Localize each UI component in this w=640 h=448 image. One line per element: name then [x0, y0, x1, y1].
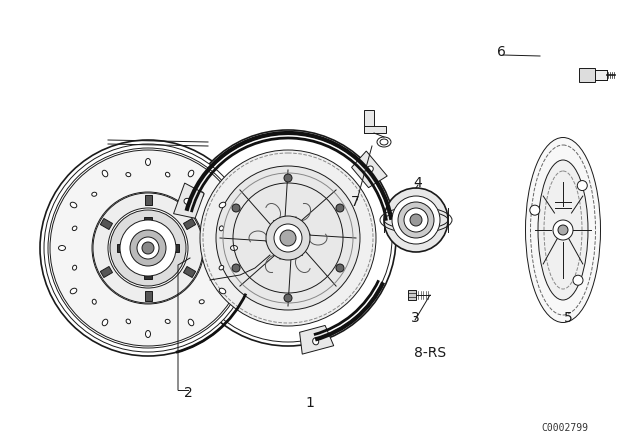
Ellipse shape	[525, 138, 600, 323]
Polygon shape	[364, 126, 386, 133]
Circle shape	[274, 224, 302, 252]
Circle shape	[180, 130, 396, 346]
Ellipse shape	[188, 170, 194, 177]
Circle shape	[384, 188, 448, 252]
Ellipse shape	[220, 226, 223, 231]
Circle shape	[558, 225, 568, 235]
Polygon shape	[184, 219, 196, 229]
Text: C0002799: C0002799	[541, 423, 589, 433]
Circle shape	[130, 230, 166, 266]
Polygon shape	[144, 217, 152, 229]
Ellipse shape	[126, 172, 131, 177]
Text: 7: 7	[351, 195, 360, 209]
Polygon shape	[144, 267, 152, 279]
Ellipse shape	[199, 300, 204, 304]
Text: 4: 4	[413, 176, 422, 190]
Ellipse shape	[72, 265, 77, 270]
Polygon shape	[145, 195, 152, 205]
Ellipse shape	[313, 338, 319, 345]
Ellipse shape	[72, 226, 77, 231]
Circle shape	[232, 204, 240, 212]
Ellipse shape	[166, 172, 170, 177]
Circle shape	[232, 264, 240, 272]
Circle shape	[137, 237, 159, 259]
Circle shape	[284, 174, 292, 182]
Circle shape	[108, 208, 188, 288]
Ellipse shape	[70, 202, 77, 208]
Polygon shape	[300, 325, 333, 354]
Polygon shape	[100, 219, 113, 229]
Ellipse shape	[92, 192, 97, 196]
Ellipse shape	[165, 319, 170, 323]
Polygon shape	[579, 68, 595, 82]
Circle shape	[266, 216, 310, 260]
Ellipse shape	[367, 166, 373, 172]
Circle shape	[280, 230, 296, 246]
Text: 5: 5	[564, 311, 572, 325]
Ellipse shape	[145, 159, 150, 165]
Ellipse shape	[92, 299, 96, 304]
Circle shape	[553, 220, 573, 240]
Circle shape	[200, 150, 376, 326]
Circle shape	[392, 196, 440, 244]
Polygon shape	[100, 267, 113, 277]
Text: 8-RS: 8-RS	[414, 346, 446, 360]
Polygon shape	[117, 244, 129, 252]
Ellipse shape	[538, 160, 588, 300]
Ellipse shape	[200, 192, 204, 197]
Circle shape	[530, 205, 540, 215]
Circle shape	[120, 220, 176, 276]
Circle shape	[92, 192, 204, 304]
Ellipse shape	[219, 288, 226, 294]
Circle shape	[577, 181, 588, 190]
Circle shape	[93, 193, 203, 303]
Text: 6: 6	[497, 45, 506, 59]
Text: 1: 1	[305, 396, 314, 410]
Ellipse shape	[219, 266, 224, 270]
Ellipse shape	[230, 246, 237, 250]
Circle shape	[398, 202, 434, 238]
Circle shape	[110, 210, 186, 286]
Circle shape	[40, 140, 256, 356]
Text: 2: 2	[184, 386, 193, 400]
Ellipse shape	[58, 246, 65, 250]
Polygon shape	[364, 110, 374, 133]
Ellipse shape	[126, 319, 131, 324]
Ellipse shape	[184, 198, 191, 204]
Circle shape	[184, 134, 392, 342]
Circle shape	[573, 275, 583, 285]
Ellipse shape	[377, 137, 391, 147]
Circle shape	[216, 166, 360, 310]
Circle shape	[336, 264, 344, 272]
Ellipse shape	[145, 331, 150, 337]
Polygon shape	[351, 151, 387, 188]
Text: 3: 3	[411, 311, 419, 325]
Circle shape	[336, 204, 344, 212]
Circle shape	[284, 294, 292, 302]
Circle shape	[44, 144, 252, 352]
Circle shape	[142, 242, 154, 254]
Ellipse shape	[70, 288, 77, 294]
Circle shape	[404, 208, 428, 232]
Polygon shape	[595, 70, 607, 80]
Circle shape	[410, 214, 422, 226]
Polygon shape	[184, 267, 196, 277]
Polygon shape	[408, 290, 416, 300]
Circle shape	[50, 150, 246, 346]
Ellipse shape	[380, 139, 388, 145]
Ellipse shape	[188, 319, 194, 326]
Polygon shape	[173, 183, 204, 218]
Ellipse shape	[102, 319, 108, 326]
Ellipse shape	[102, 170, 108, 177]
Ellipse shape	[219, 202, 226, 208]
Polygon shape	[167, 244, 179, 252]
Circle shape	[48, 148, 248, 348]
Polygon shape	[145, 291, 152, 301]
